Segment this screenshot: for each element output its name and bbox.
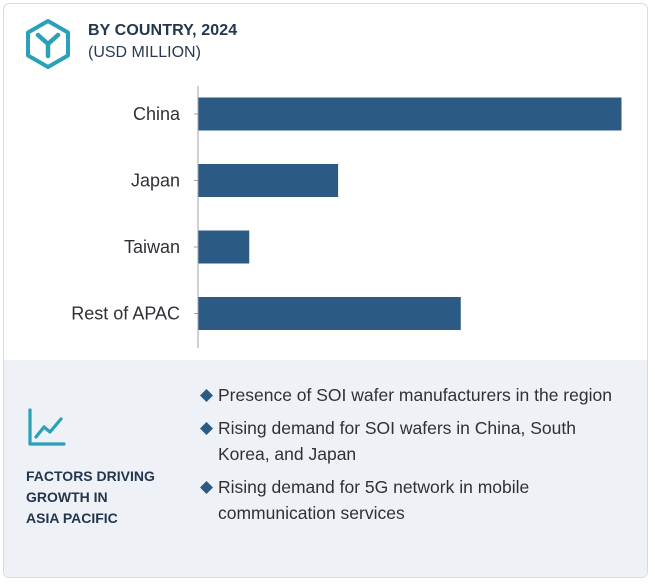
factors-title-line: GROWTH IN (26, 489, 108, 505)
chart-subtitle: (USD MILLION) (88, 44, 201, 61)
category-label: Japan (131, 171, 180, 191)
factors-panel: FACTORS DRIVING GROWTH IN ASIA PACIFIC P… (4, 360, 647, 577)
factor-item: Rising demand for SOI wafers in China, S… (200, 415, 630, 467)
diamond-bullet-icon (200, 481, 213, 494)
factor-item: Rising demand for 5G network in mobile c… (200, 474, 630, 526)
chart-title: BY COUNTRY, 2024 (88, 22, 238, 39)
factor-item-text: Rising demand for SOI wafers in China, S… (218, 418, 576, 464)
factors-title-line: ASIA PACIFIC (26, 510, 118, 526)
bar-japan (198, 164, 339, 197)
chart-header: BY COUNTRY, 2024 (USD MILLION) (4, 4, 647, 76)
line-chart-trend-icon (28, 408, 66, 446)
bar-chart: China Japan Taiwan Rest of APAC (71, 86, 622, 348)
bar-china (198, 97, 622, 131)
bar-rest-of-apac (198, 297, 461, 330)
category-label: China (133, 104, 181, 124)
diamond-bullet-icon (200, 422, 213, 435)
category-label: Rest of APAC (71, 304, 180, 324)
factor-item-text: Rising demand for 5G network in mobile c… (218, 477, 530, 523)
factors-list: Presence of SOI wafer manufacturers in t… (200, 382, 630, 533)
hexagon-y-logo-icon (26, 19, 70, 69)
factors-title: FACTORS DRIVING GROWTH IN ASIA PACIFIC (26, 466, 186, 529)
factor-item: Presence of SOI wafer manufacturers in t… (200, 382, 630, 408)
category-label: Taiwan (124, 237, 180, 257)
factor-item-text: Presence of SOI wafer manufacturers in t… (218, 385, 612, 405)
factors-title-line: FACTORS DRIVING (26, 468, 155, 484)
chart-card: BY COUNTRY, 2024 (USD MILLION) China Japa… (3, 3, 648, 578)
bar-taiwan (198, 230, 250, 264)
diamond-bullet-icon (200, 389, 213, 402)
